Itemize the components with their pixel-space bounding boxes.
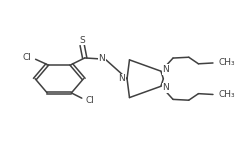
Text: S: S (79, 36, 85, 45)
Text: CH₃: CH₃ (219, 90, 235, 99)
Text: N: N (98, 54, 105, 63)
Text: N: N (162, 83, 169, 92)
Text: N: N (162, 65, 169, 74)
Text: N: N (118, 74, 125, 83)
Text: Cl: Cl (86, 96, 95, 105)
Text: CH₃: CH₃ (219, 59, 235, 67)
Text: Cl: Cl (23, 53, 31, 62)
